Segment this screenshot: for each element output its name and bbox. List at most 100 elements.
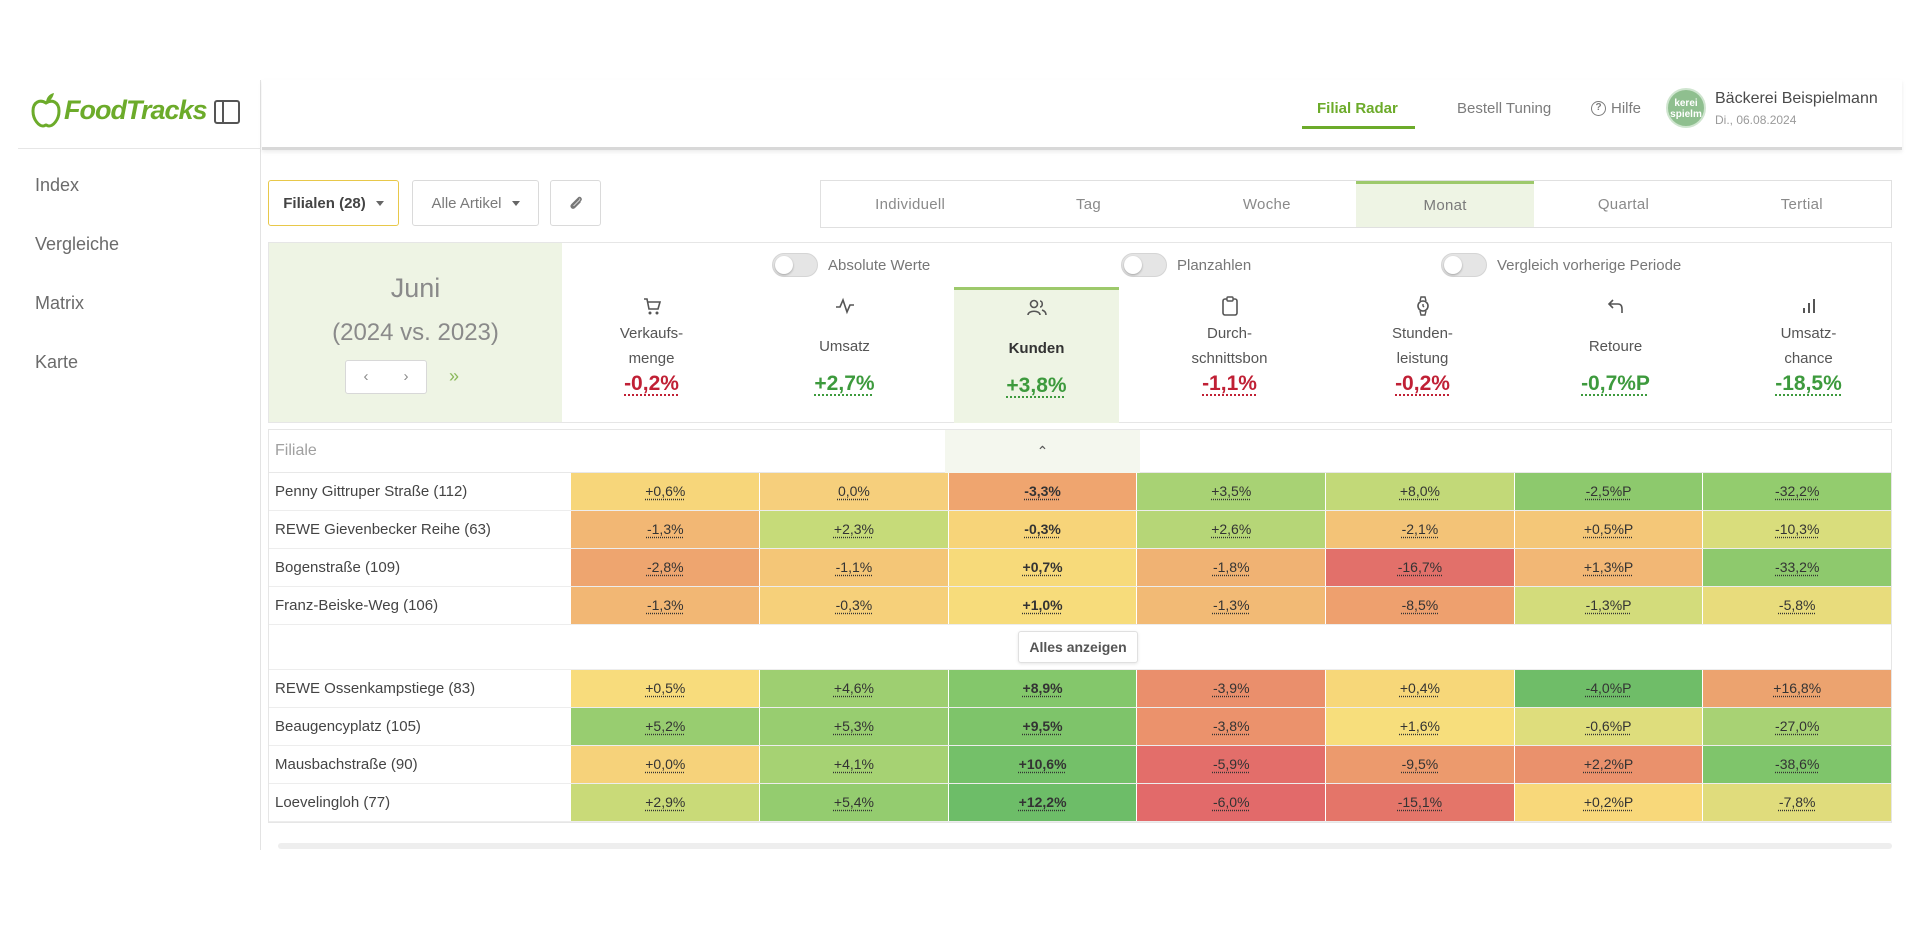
table-cell[interactable]: +3,5% bbox=[1137, 473, 1326, 510]
table-cell[interactable]: +16,8% bbox=[1703, 670, 1892, 707]
toggle-switch[interactable] bbox=[1441, 253, 1487, 277]
tab-individuell[interactable]: Individuell bbox=[875, 195, 946, 213]
table-row[interactable]: REWE Ossenkampstiege (83) +0,5% +4,6% +8,9%… bbox=[269, 670, 1892, 708]
table-cell[interactable]: +12,2% bbox=[948, 784, 1137, 821]
table-cell[interactable]: +8,0% bbox=[1326, 473, 1514, 510]
table-cell[interactable]: -4,0%P bbox=[1514, 670, 1703, 707]
kpi-stundenleistung[interactable]: Stunden- leistung -0,2% bbox=[1340, 288, 1505, 396]
table-cell[interactable]: -5,8% bbox=[1703, 587, 1892, 624]
table-cell[interactable]: +2,9% bbox=[571, 784, 760, 821]
table-cell[interactable]: -1,3% bbox=[571, 587, 760, 624]
table-cell[interactable]: +2,2%P bbox=[1514, 746, 1703, 783]
table-cell[interactable]: -27,0% bbox=[1703, 708, 1892, 745]
help-link[interactable]: ? Hilfe bbox=[1591, 100, 1641, 117]
table-row[interactable]: Loevelingloh (77) +2,9% +5,4% +12,2% -6,0% -1… bbox=[269, 784, 1892, 822]
table-cell[interactable]: -9,5% bbox=[1326, 746, 1514, 783]
table-cell[interactable]: -2,5%P bbox=[1514, 473, 1703, 510]
table-cell[interactable]: +5,2% bbox=[571, 708, 760, 745]
toggle-vergleich-vorherige-periode[interactable]: Vergleich vorherige Periode bbox=[1441, 253, 1681, 277]
table-cell[interactable]: +5,4% bbox=[760, 784, 948, 821]
table-cell[interactable]: -2,1% bbox=[1326, 511, 1514, 548]
table-cell[interactable]: -1,8% bbox=[1137, 549, 1326, 586]
table-cell[interactable]: -0,6%P bbox=[1514, 708, 1703, 745]
table-row[interactable]: Mausbachstraße (90) +0,0% +4,1% +10,6% -5,9%… bbox=[269, 746, 1892, 784]
chevron-right-icon[interactable]: › bbox=[403, 368, 409, 385]
nav-bestell-tuning[interactable]: Bestell Tuning bbox=[1457, 100, 1552, 117]
table-row[interactable]: REWE Gievenbecker Reihe (63) -1,3% +2,3% -0… bbox=[269, 511, 1892, 549]
kpi-verkaufsmenge[interactable]: Verkaufs- menge -0,2% bbox=[569, 288, 734, 396]
table-row[interactable]: Franz-Beiske-Weg (106) -1,3% -0,3% +1,0% -1,… bbox=[269, 587, 1892, 625]
table-cell[interactable]: +9,5% bbox=[948, 708, 1137, 745]
show-all-button[interactable]: Alles anzeigen bbox=[1018, 631, 1138, 663]
table-cell[interactable]: -7,8% bbox=[1703, 784, 1892, 821]
table-cell[interactable]: -32,2% bbox=[1703, 473, 1892, 510]
table-row[interactable]: Beaugencyplatz (105) +5,2% +5,3% +9,5% -3,8%… bbox=[269, 708, 1892, 746]
table-cell[interactable]: -3,3% bbox=[948, 473, 1137, 510]
table-cell[interactable]: -0,3% bbox=[948, 511, 1137, 548]
table-cell[interactable]: -6,0% bbox=[1137, 784, 1326, 821]
table-cell[interactable]: 0,0% bbox=[760, 473, 948, 510]
table-row[interactable]: Bogenstraße (109) -2,8% -1,1% +0,7% -1,8% -16… bbox=[269, 549, 1892, 587]
table-cell[interactable]: -3,9% bbox=[1137, 670, 1326, 707]
table-cell[interactable]: -5,9% bbox=[1137, 746, 1326, 783]
table-cell[interactable]: +0,5%P bbox=[1514, 511, 1703, 548]
attach-button[interactable] bbox=[550, 180, 601, 226]
toggle-switch[interactable] bbox=[1121, 253, 1167, 277]
table-cell[interactable]: +2,6% bbox=[1137, 511, 1326, 548]
table-cell[interactable]: -8,5% bbox=[1326, 587, 1514, 624]
user-name[interactable]: Bäckerei Beispielmann bbox=[1715, 90, 1878, 107]
foodtracks-logo[interactable]: FoodTracks bbox=[30, 90, 208, 130]
table-cell[interactable]: -1,3%P bbox=[1514, 587, 1703, 624]
table-cell[interactable]: +1,0% bbox=[948, 587, 1137, 624]
kpi-retoure[interactable]: Retoure -0,7%P bbox=[1533, 288, 1698, 396]
table-row[interactable]: Penny Gittruper Straße (112) +0,6% 0,0% -3,… bbox=[269, 473, 1892, 511]
table-cell[interactable]: -3,8% bbox=[1137, 708, 1326, 745]
table-cell[interactable]: +0,2%P bbox=[1514, 784, 1703, 821]
sidebar-item-vergleiche[interactable]: Vergleiche bbox=[35, 234, 120, 254]
tab-tag[interactable]: Tag bbox=[1075, 195, 1102, 213]
double-chevron-right-icon[interactable]: » bbox=[449, 366, 460, 386]
table-cell[interactable]: +0,5% bbox=[571, 670, 760, 707]
table-cell[interactable]: -15,1% bbox=[1326, 784, 1514, 821]
tab-woche[interactable]: Woche bbox=[1242, 195, 1291, 213]
table-cell[interactable]: +0,0% bbox=[571, 746, 760, 783]
toggle-switch[interactable] bbox=[772, 253, 818, 277]
sidebar-item-matrix[interactable]: Matrix bbox=[35, 293, 84, 313]
chevron-left-icon[interactable]: ‹ bbox=[363, 368, 369, 385]
sort-up-icon[interactable]: ⌃ bbox=[945, 430, 1140, 473]
kpi-umsatzchance[interactable]: Umsatz- chance -18,5% bbox=[1726, 288, 1891, 396]
table-cell[interactable]: +2,3% bbox=[760, 511, 948, 548]
table-cell[interactable]: +0,4% bbox=[1326, 670, 1514, 707]
table-cell[interactable]: +5,3% bbox=[760, 708, 948, 745]
table-cell[interactable]: -38,6% bbox=[1703, 746, 1892, 783]
tab-quartal[interactable]: Quartal bbox=[1597, 195, 1650, 213]
column-header-filiale[interactable]: Filiale bbox=[275, 442, 317, 459]
sidebar-item-karte[interactable]: Karte bbox=[35, 352, 79, 372]
table-cell[interactable]: -16,7% bbox=[1326, 549, 1514, 586]
artikel-dropdown[interactable]: Alle Artikel bbox=[412, 180, 539, 226]
table-cell[interactable]: +10,6% bbox=[948, 746, 1137, 783]
table-cell[interactable]: +8,9% bbox=[948, 670, 1137, 707]
sidebar-item-index[interactable]: Index bbox=[35, 175, 80, 195]
toggle-absolute-werte[interactable]: Absolute Werte bbox=[772, 253, 930, 277]
table-cell[interactable]: -1,3% bbox=[1137, 587, 1326, 624]
sidebar-toggle-icon[interactable] bbox=[214, 100, 240, 124]
kpi-durchschnittsbon[interactable]: Durch- schnittsbon -1,1% bbox=[1147, 288, 1312, 396]
filialen-dropdown[interactable]: Filialen (28) bbox=[268, 180, 399, 226]
table-cell[interactable]: +4,1% bbox=[760, 746, 948, 783]
table-cell[interactable]: -10,3% bbox=[1703, 511, 1892, 548]
table-cell[interactable]: -2,8% bbox=[571, 549, 760, 586]
kpi-kunden[interactable]: Kunden +3,8% bbox=[954, 287, 1119, 423]
horizontal-scrollbar[interactable] bbox=[278, 843, 1892, 849]
table-cell[interactable]: -33,2% bbox=[1703, 549, 1892, 586]
table-cell[interactable]: +4,6% bbox=[760, 670, 948, 707]
tab-monat[interactable]: Monat bbox=[1355, 181, 1535, 227]
table-cell[interactable]: +0,6% bbox=[571, 473, 760, 510]
table-cell[interactable]: -1,3% bbox=[571, 511, 760, 548]
table-cell[interactable]: +0,7% bbox=[948, 549, 1137, 586]
tab-tertial[interactable]: Tertial bbox=[1780, 195, 1823, 213]
table-cell[interactable]: -0,3% bbox=[760, 587, 948, 624]
avatar[interactable]: kerei spielm bbox=[1666, 88, 1706, 128]
table-cell[interactable]: -1,1% bbox=[760, 549, 948, 586]
table-cell[interactable]: +1,6% bbox=[1326, 708, 1514, 745]
